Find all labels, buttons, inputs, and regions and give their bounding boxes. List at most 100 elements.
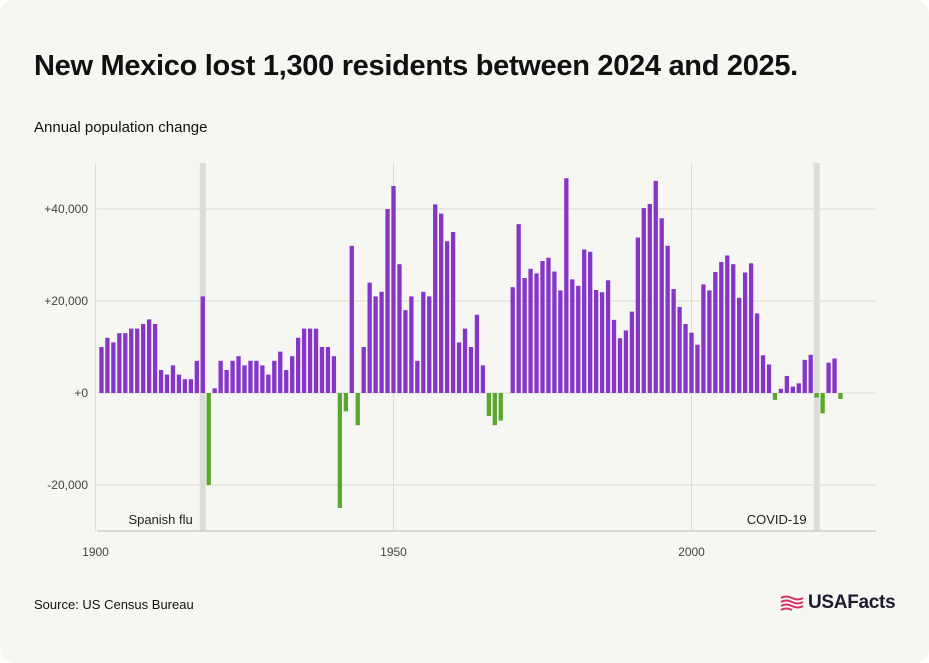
bar-2025 [838, 393, 843, 399]
bar-1918 [200, 296, 205, 393]
bar-1932 [284, 370, 289, 393]
bar-1961 [456, 342, 462, 393]
bar-1913 [170, 365, 176, 393]
bar-1916 [188, 379, 194, 393]
bar-1999 [683, 324, 688, 393]
bar-1994 [653, 180, 658, 393]
y-tick-label: -20,000 [47, 478, 88, 492]
bar-2016 [784, 375, 790, 393]
bar-2010 [748, 263, 754, 393]
bar-1947 [373, 296, 378, 393]
bar-2019 [802, 359, 807, 393]
bar-1940 [331, 356, 337, 393]
bar-1933 [290, 356, 295, 393]
bar-1959 [444, 241, 450, 393]
bar-1985 [599, 292, 605, 393]
bar-1922 [224, 370, 229, 393]
usafacts-logo[interactable]: USAFacts [780, 592, 896, 614]
bar-1935 [301, 328, 307, 393]
bar-2015 [778, 388, 784, 393]
bar-1906 [129, 328, 134, 393]
bar-2011 [754, 313, 760, 393]
bar-1995 [659, 218, 664, 393]
bar-1944 [355, 393, 360, 426]
y-tick-label: +40,000 [44, 202, 88, 216]
bar-1957 [433, 204, 438, 393]
bar-1925 [242, 365, 247, 393]
bar-1978 [558, 290, 563, 393]
bar-1929 [266, 374, 271, 393]
annotation-label: COVID-19 [747, 512, 807, 527]
y-tick-label: +0 [74, 386, 88, 400]
bar-2024 [832, 358, 837, 393]
bar-1953 [409, 296, 414, 393]
y-tick-label: +20,000 [44, 294, 88, 308]
bar-1960 [450, 232, 456, 393]
annotations: Spanish flu COVID-19 [128, 512, 806, 527]
bar-1956 [427, 296, 432, 393]
bar-1934 [295, 337, 301, 393]
bar-1977 [552, 271, 557, 393]
axes: -20,000 +0 +20,000 +40,000 1900 1950 2000 [44, 202, 876, 559]
chart-title: New Mexico lost 1,300 residents between … [34, 50, 798, 82]
bar-2021 [814, 393, 819, 398]
bar-2023 [826, 362, 831, 393]
bar-1910 [152, 324, 158, 393]
bar-1937 [313, 328, 319, 393]
bar-1976 [546, 257, 551, 393]
bar-1979 [564, 178, 569, 393]
bar-2006 [725, 255, 730, 393]
bar-1950 [391, 186, 396, 393]
bar-1905 [123, 333, 128, 393]
bar-1941 [337, 393, 343, 508]
bar-1966 [486, 393, 492, 416]
bar-1955 [421, 291, 426, 393]
bar-1939 [325, 347, 331, 393]
bar-1972 [522, 278, 527, 393]
bar-1942 [343, 393, 348, 412]
bar-2003 [707, 290, 712, 393]
bar-1991 [635, 237, 641, 393]
bar-1980 [570, 279, 575, 393]
bar-1920 [212, 388, 217, 393]
bar-1982 [582, 249, 587, 393]
bar-1901 [99, 347, 104, 393]
bar-1964 [474, 314, 480, 393]
x-tick-label: 2000 [678, 545, 705, 559]
bar-1993 [647, 203, 652, 393]
bar-1951 [397, 264, 402, 393]
bar-2022 [820, 393, 825, 414]
bar-2002 [701, 284, 706, 393]
bar-1921 [218, 360, 223, 393]
bar-2017 [790, 386, 795, 393]
bar-1907 [135, 328, 140, 393]
bar-1911 [158, 370, 164, 393]
bar-2004 [713, 272, 718, 393]
bar-1923 [230, 360, 235, 393]
bar-1990 [629, 311, 635, 393]
bar-1962 [462, 328, 468, 393]
bar-1902 [105, 337, 110, 393]
bar-1945 [361, 347, 366, 393]
bar-1926 [248, 360, 253, 393]
bar-1930 [272, 360, 277, 393]
bar-1949 [385, 209, 390, 393]
bar-1989 [623, 330, 629, 393]
bar-1904 [117, 333, 122, 393]
bar-1919 [206, 393, 211, 485]
bars [99, 178, 843, 508]
bar-2008 [737, 297, 742, 393]
bar-1917 [194, 360, 199, 393]
bar-2001 [695, 344, 700, 393]
bar-1970 [510, 287, 515, 393]
bar-1914 [176, 374, 182, 393]
bar-1958 [439, 213, 444, 393]
bar-1903 [111, 342, 116, 393]
bar-2000 [689, 332, 694, 393]
bar-2014 [772, 393, 778, 400]
bar-1992 [641, 208, 646, 393]
bar-1975 [540, 260, 545, 393]
bar-1965 [480, 365, 486, 393]
bar-1998 [677, 306, 682, 393]
bar-1974 [534, 273, 539, 393]
